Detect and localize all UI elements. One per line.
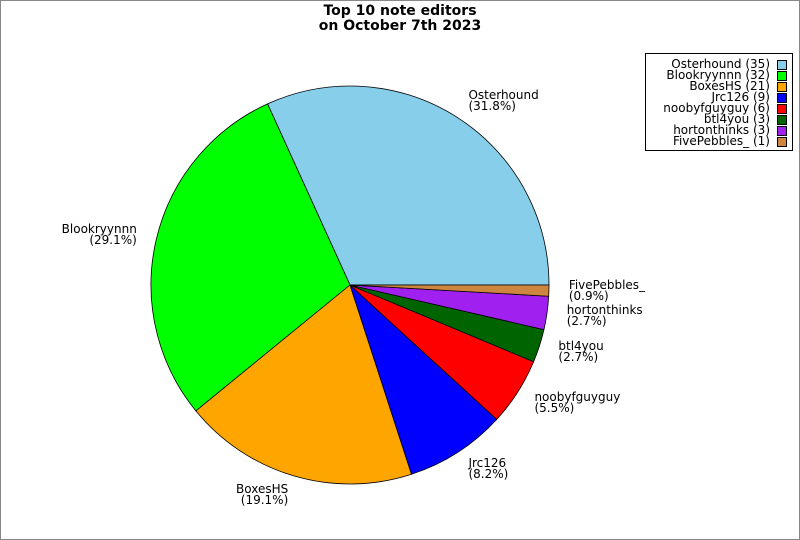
legend-swatch bbox=[777, 104, 787, 114]
legend-swatch bbox=[777, 93, 787, 103]
slice-value-label: (19.1%) bbox=[241, 493, 288, 507]
slice-label: BoxesHS bbox=[236, 482, 288, 496]
pie-slice bbox=[349, 284, 550, 297]
slice-value-label: (8.2%) bbox=[468, 467, 508, 481]
slice-label: btl4you bbox=[558, 339, 603, 353]
slice-label: Osterhound bbox=[468, 88, 538, 102]
slice-value-label: (5.5%) bbox=[534, 401, 574, 415]
legend-label: BoxesHS (21) bbox=[689, 79, 770, 93]
legend-swatch bbox=[777, 71, 787, 81]
legend-label: Jrc126 (9) bbox=[710, 90, 770, 104]
legend-swatch bbox=[777, 137, 787, 147]
pie-slice bbox=[195, 284, 412, 485]
slice-value-label: (29.1%) bbox=[89, 233, 136, 247]
legend-swatch bbox=[777, 82, 787, 92]
slice-label: Jrc126 bbox=[467, 456, 506, 470]
legend-label: Blookryynnn (32) bbox=[666, 68, 770, 82]
slice-label: noobyfguyguy bbox=[534, 390, 620, 404]
legend-label: noobyfguyguy (6) bbox=[663, 101, 770, 115]
slice-label: FivePebbles_ bbox=[569, 278, 646, 292]
legend-label: FivePebbles_ (1) bbox=[673, 134, 770, 148]
slice-label: hortonthinks bbox=[567, 303, 643, 317]
legend-label: hortonthinks (3) bbox=[673, 123, 770, 137]
legend-swatch bbox=[777, 60, 787, 70]
slice-label: Blookryynnn bbox=[62, 222, 137, 236]
legend-label: Osterhound (35) bbox=[671, 57, 770, 71]
legend-swatch bbox=[777, 126, 787, 136]
slice-value-label: (2.7%) bbox=[567, 314, 607, 328]
pie-slice bbox=[349, 283, 498, 475]
legend-label: btl4you (3) bbox=[704, 112, 770, 126]
legend-swatch bbox=[777, 115, 787, 125]
chart-title: Top 10 note editors bbox=[323, 3, 476, 19]
chart-subtitle: on October 7th 2023 bbox=[319, 18, 482, 34]
pie-slice bbox=[267, 85, 550, 286]
slice-value-label: (2.7%) bbox=[558, 350, 598, 364]
slice-value-label: (0.9%) bbox=[569, 289, 609, 303]
pie-slice bbox=[150, 103, 351, 412]
legend-box bbox=[645, 53, 793, 151]
slice-value-label: (31.8%) bbox=[468, 99, 515, 113]
